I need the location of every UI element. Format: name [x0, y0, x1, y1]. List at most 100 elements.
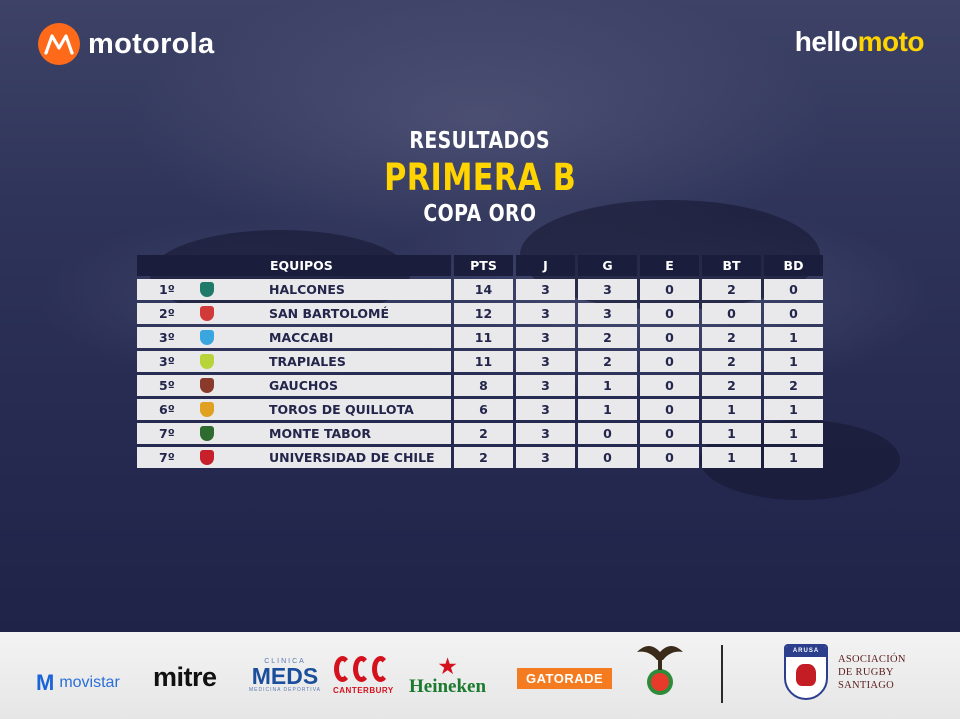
stat-bt: 1: [702, 399, 761, 420]
fernet-branca-eagle-icon: [635, 638, 685, 704]
stat-j: 3: [516, 375, 575, 396]
position: 3º: [159, 330, 175, 345]
stat-j: 3: [516, 447, 575, 468]
stat-bt: 2: [702, 279, 761, 300]
stat-g: 0: [578, 447, 637, 468]
stat-e: 0: [640, 399, 699, 420]
stat-bd: 0: [764, 279, 823, 300]
motorola-logo: motorola: [38, 23, 214, 65]
team-cell: 3º MACCABI: [137, 327, 451, 348]
team-cell: 1º HALCONES: [137, 279, 451, 300]
team-crest-icon: [200, 426, 214, 441]
stat-bt: 2: [702, 351, 761, 372]
title-resultados: RESULTADOS: [409, 128, 551, 154]
stat-bt: 0: [702, 303, 761, 324]
stat-e: 0: [640, 303, 699, 324]
team-cell: 3º TRAPIALES: [137, 351, 451, 372]
hellomoto-logo: hellomoto: [794, 26, 925, 58]
table-row: 1º HALCONES 14 3 3 0 2 0: [137, 279, 824, 300]
stat-g: 1: [578, 375, 637, 396]
team-cell: 6º TOROS DE QUILLOTA: [137, 399, 451, 420]
stat-e: 0: [640, 279, 699, 300]
stat-bd: 1: [764, 423, 823, 444]
canterbury-logo: CANTERBURY: [333, 656, 394, 695]
team-name: SAN BARTOLOMÉ: [269, 306, 390, 321]
team-name: TOROS DE QUILLOTA: [269, 402, 414, 417]
stat-e: 0: [640, 327, 699, 348]
stat-j: 3: [516, 327, 575, 348]
header-bd: BD: [764, 255, 823, 276]
motorola-batwing-icon: [38, 23, 80, 65]
stat-bt: 2: [702, 327, 761, 348]
team-name: TRAPIALES: [269, 354, 346, 369]
sponsor-divider: [721, 645, 723, 703]
table-row: 3º TRAPIALES 11 3 2 0 2 1: [137, 351, 824, 372]
stat-bd: 1: [764, 399, 823, 420]
stat-g: 3: [578, 303, 637, 324]
team-name: HALCONES: [269, 282, 345, 297]
team-crest-icon: [200, 330, 214, 345]
header-e: E: [640, 255, 699, 276]
stat-g: 2: [578, 327, 637, 348]
stat-g: 3: [578, 279, 637, 300]
stat-j: 3: [516, 399, 575, 420]
stat-j: 3: [516, 303, 575, 324]
table-row: 7º MONTE TABOR 2 3 0 0 1 1: [137, 423, 824, 444]
stat-pts: 11: [454, 327, 513, 348]
position: 7º: [159, 450, 175, 465]
position: 7º: [159, 426, 175, 441]
position: 3º: [159, 354, 175, 369]
table-row: 2º SAN BARTOLOMÉ 12 3 3 0 0 0: [137, 303, 824, 324]
mitre-logo: mitre: [153, 662, 217, 692]
stat-e: 0: [640, 423, 699, 444]
team-name: UNIVERSIDAD DE CHILE: [269, 450, 435, 465]
stat-bd: 1: [764, 447, 823, 468]
team-name: GAUCHOS: [269, 378, 338, 393]
team-cell: 7º UNIVERSIDAD DE CHILE: [137, 447, 451, 468]
header-bt: BT: [702, 255, 761, 276]
stat-bt: 1: [702, 447, 761, 468]
stat-bd: 2: [764, 375, 823, 396]
stat-g: 0: [578, 423, 637, 444]
stat-j: 3: [516, 279, 575, 300]
movistar-m-icon: M: [36, 670, 55, 695]
canterbury-ccc-icon: [333, 656, 389, 686]
position: 2º: [159, 306, 175, 321]
title-cup: COPA ORO: [423, 201, 537, 227]
motorola-wordmark: motorola: [88, 27, 215, 60]
stat-g: 1: [578, 399, 637, 420]
position: 1º: [159, 282, 175, 297]
stat-j: 3: [516, 351, 575, 372]
team-cell: 7º MONTE TABOR: [137, 423, 451, 444]
stat-bd: 1: [764, 327, 823, 348]
title-block: RESULTADOS PRIMERA B COPA ORO: [0, 128, 960, 227]
meds-logo: CLINICA MEDS MEDICINA DEPORTIVA: [249, 658, 321, 693]
stat-bt: 1: [702, 423, 761, 444]
table-header-row: EQUIPOS PTS J G E BT BD: [137, 255, 824, 276]
stat-bd: 1: [764, 351, 823, 372]
header-equipos: EQUIPOS: [137, 255, 451, 276]
team-crest-icon: [200, 282, 214, 297]
stat-pts: 6: [454, 399, 513, 420]
hellomoto-moto: moto: [857, 26, 925, 57]
gatorade-logo: GATORADE: [517, 668, 613, 689]
stat-e: 0: [640, 447, 699, 468]
stat-pts: 14: [454, 279, 513, 300]
title-division: PRIMERA B: [383, 156, 577, 199]
hellomoto-hello: hello: [794, 26, 858, 57]
arusa-shield-icon: ARUSA: [784, 644, 828, 700]
team-cell: 5º GAUCHOS: [137, 375, 451, 396]
position: 5º: [159, 378, 175, 393]
team-cell: 2º SAN BARTOLOMÉ: [137, 303, 451, 324]
arusa-logo: ARUSA ASOCIACIÓN DE RUGBY SANTIAGO: [784, 644, 906, 700]
header-g: G: [578, 255, 637, 276]
table-row: 3º MACCABI 11 3 2 0 2 1: [137, 327, 824, 348]
table-row: 6º TOROS DE QUILLOTA 6 3 1 0 1 1: [137, 399, 824, 420]
stat-e: 0: [640, 351, 699, 372]
team-name: MACCABI: [269, 330, 334, 345]
table-row: 7º UNIVERSIDAD DE CHILE 2 3 0 0 1 1: [137, 447, 824, 468]
team-crest-icon: [200, 354, 214, 369]
team-crest-icon: [200, 450, 214, 465]
